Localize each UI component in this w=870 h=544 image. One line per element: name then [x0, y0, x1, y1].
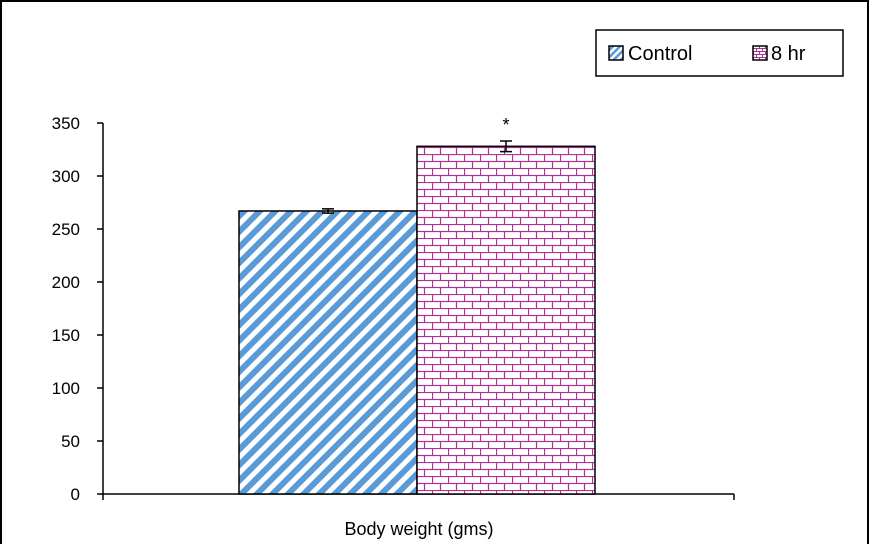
y-tick-label: 0	[71, 485, 80, 504]
bar-8hr	[416, 145, 596, 495]
legend-label-control: Control	[628, 43, 692, 65]
legend-label-8hr: 8 hr	[771, 43, 806, 65]
y-tick-label: 350	[52, 114, 80, 133]
bars-group: *	[238, 115, 596, 495]
legend: Control 8 hr	[595, 29, 844, 77]
y-axis-ticks: 0 50 100 150 200 250 300 350	[52, 114, 103, 504]
legend-swatch-control	[608, 45, 624, 61]
y-tick-label: 250	[52, 220, 80, 239]
y-tick-label: 150	[52, 326, 80, 345]
y-tick-label: 200	[52, 273, 80, 292]
legend-box	[595, 29, 844, 77]
x-axis-label: Body weight (gms)	[344, 519, 493, 539]
y-tick-label: 50	[61, 432, 80, 451]
y-tick-label: 100	[52, 379, 80, 398]
bar-control	[238, 210, 418, 495]
legend-swatch-8hr	[752, 45, 768, 61]
y-tick-label: 300	[52, 167, 80, 186]
significance-marker: *	[502, 115, 509, 135]
